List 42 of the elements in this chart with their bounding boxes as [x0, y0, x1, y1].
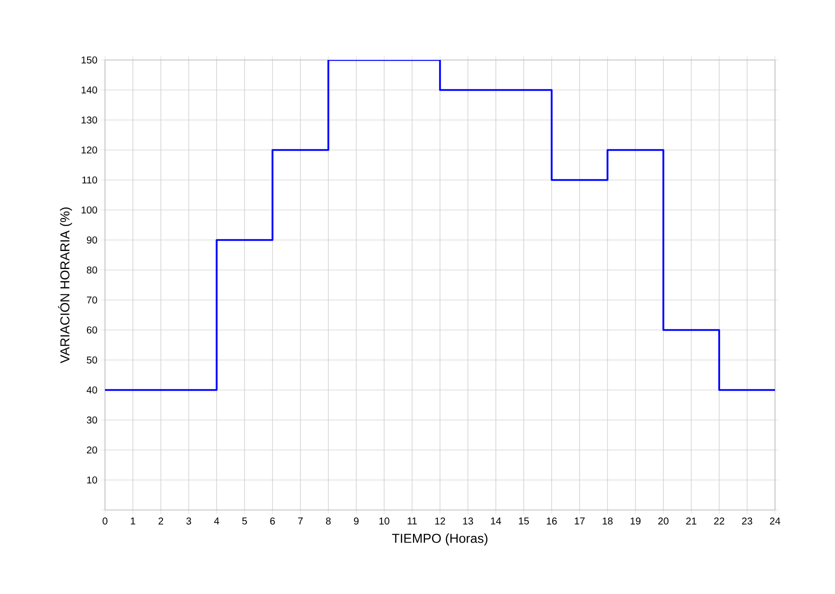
y-tick-label: 40 — [86, 386, 98, 394]
y-axis-title: VARIACIÓN HORARIA (%) — [58, 207, 72, 364]
y-tick-label: 100 — [82, 206, 98, 214]
x-tick-label: 2 — [158, 518, 164, 524]
y-tick-label: 130 — [82, 116, 98, 124]
y-tick-label: 30 — [86, 416, 98, 424]
y-tick-label: 140 — [82, 86, 98, 94]
x-tick-label: 10 — [379, 518, 390, 525]
x-tick-label: 15 — [518, 518, 529, 524]
x-tick-label: 16 — [546, 518, 557, 525]
x-tick-label: 14 — [491, 518, 502, 524]
x-tick-label: 1 — [130, 518, 136, 524]
x-tick-label: 0 — [102, 518, 108, 525]
y-tick-label: 50 — [86, 356, 98, 364]
x-tick-label: 20 — [658, 518, 668, 525]
x-tick-label: 5 — [242, 518, 247, 524]
y-tick-label: 70 — [86, 296, 98, 304]
x-tick-label: 12 — [435, 518, 446, 524]
x-tick-label: 11 — [408, 518, 417, 524]
y-tick-label: 80 — [86, 266, 98, 274]
x-tick-label: 24 — [770, 518, 780, 524]
y-tick-label: 10 — [87, 476, 98, 484]
x-tick-label: 8 — [326, 518, 331, 525]
x-tick-label: 22 — [714, 518, 724, 524]
x-tick-label: 23 — [742, 518, 752, 525]
x-tick-label: 7 — [298, 518, 303, 524]
x-tick-label: 19 — [630, 518, 640, 525]
y-tick-label: 20 — [86, 446, 98, 454]
x-axis-title: TIEMPO (Horas) — [392, 533, 488, 546]
x-tick-label: 9 — [354, 518, 359, 525]
y-tick-label: 120 — [82, 146, 98, 154]
x-tick-label: 6 — [270, 518, 275, 525]
x-tick-label: 17 — [574, 518, 585, 524]
x-tick-label: 13 — [463, 518, 474, 525]
y-tick-label: 90 — [86, 236, 98, 244]
x-tick-label: 4 — [214, 518, 220, 524]
y-tick-label: 150 — [82, 56, 98, 64]
y-tick-label: 110 — [82, 176, 98, 184]
x-tick-label: 3 — [186, 518, 192, 525]
y-tick-label: 60 — [86, 326, 98, 334]
x-tick-label: 21 — [686, 518, 696, 524]
x-tick-label: 18 — [602, 518, 613, 525]
